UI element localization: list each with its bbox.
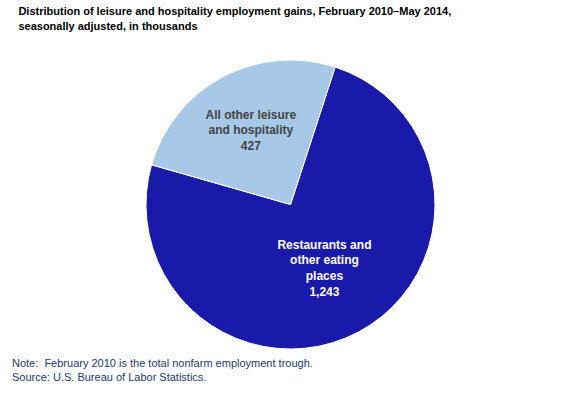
svg-text:Distribution of leisure and ho: Distribution of leisure and hospitality …: [18, 5, 451, 31]
svg-text:All other leisureand hospitali: All other leisureand hospitality427: [206, 108, 297, 153]
svg-text:Note: February 2010 is the to: Note: February 2010 is the total nonfarm…: [12, 357, 313, 383]
svg-text:Restaurants andother eatingpla: Restaurants andother eatingplaces1,243: [277, 238, 371, 299]
